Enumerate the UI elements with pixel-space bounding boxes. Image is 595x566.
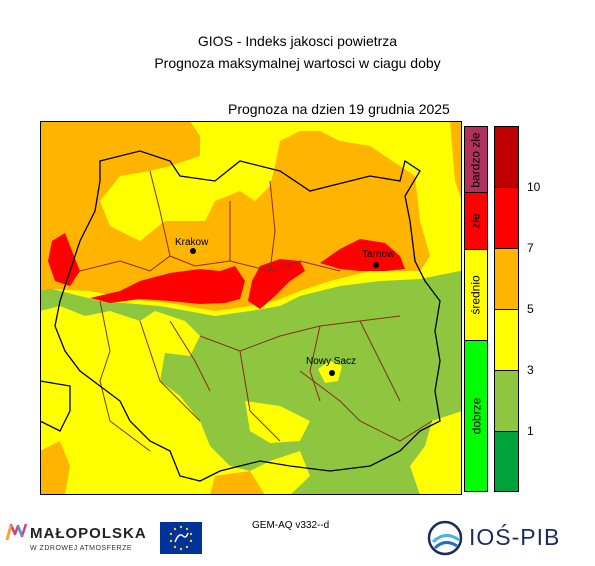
city-label-nowy-sacz: Nowy Sacz bbox=[306, 356, 356, 367]
tick-10: 10 bbox=[527, 180, 541, 194]
quality-legend: bardzo złe złe średnio dobrze bbox=[464, 126, 489, 492]
city-nowy-sacz: Nowy Sacz bbox=[306, 356, 356, 376]
map-subtitle: Prognoza maksymalnej wartosci w ciagu do… bbox=[154, 55, 441, 71]
province-border bbox=[40, 150, 441, 482]
tick-3: 3 bbox=[527, 363, 534, 377]
zone-sufficient-ne bbox=[450, 121, 462, 201]
index-segment-1 bbox=[494, 431, 519, 492]
ios-pib-logo-icon bbox=[427, 520, 463, 556]
zone-moderate-south2 bbox=[245, 401, 310, 443]
legend-very-bad-label: bardzo złe bbox=[469, 131, 483, 188]
zone-bad-tarnow bbox=[320, 239, 405, 271]
district-borders bbox=[79, 170, 433, 452]
city-tarnow: Tarnow bbox=[362, 249, 395, 268]
ios-pib-name: IOŚ-PIB bbox=[469, 524, 561, 550]
zone-moderate-south bbox=[40, 306, 310, 495]
legend-very-bad: bardzo złe bbox=[464, 126, 488, 193]
legend-bad: złe bbox=[464, 192, 488, 250]
zone-bad-east-center bbox=[248, 259, 305, 309]
legend-moderate-label: średnio bbox=[469, 275, 484, 315]
tick-1: 1 bbox=[527, 424, 534, 438]
zone-sufficient-bottom bbox=[40, 441, 70, 495]
zone-sufficient-bottom2 bbox=[210, 471, 265, 495]
legend-good: dobrze bbox=[464, 340, 488, 492]
index-segment-top bbox=[494, 126, 519, 188]
city-krakow: Krakow bbox=[175, 237, 209, 254]
tick-7: 7 bbox=[527, 241, 534, 255]
index-segment-10 bbox=[494, 187, 519, 249]
malopolska-name: MAŁOPOLSKA bbox=[30, 525, 147, 542]
zone-moderate-se bbox=[410, 411, 462, 495]
model-label: GEM-AQ v332--d bbox=[252, 520, 330, 531]
legend-moderate: średnio bbox=[464, 249, 488, 341]
index-segment-3 bbox=[494, 370, 519, 432]
city-label-tarnow: Tarnow bbox=[362, 249, 395, 260]
zone-bad-west bbox=[48, 233, 80, 286]
eu-life-logo bbox=[160, 522, 202, 554]
legend-bad-label: złe bbox=[469, 213, 483, 229]
malopolska-logo-icon bbox=[6, 523, 28, 541]
map-title: GIOS - Indeks jakosci powietrza bbox=[197, 33, 398, 49]
index-segment-5 bbox=[494, 309, 519, 371]
index-colorbar bbox=[494, 126, 519, 492]
forecast-date: Prognoza na dzien 19 grudnia 2025 bbox=[228, 101, 450, 117]
malopolska-tagline: W ZDROWEJ ATMOSFERZE bbox=[30, 545, 133, 552]
city-label-krakow: Krakow bbox=[175, 237, 209, 248]
tick-5: 5 bbox=[527, 302, 534, 316]
index-segment-7 bbox=[494, 248, 519, 310]
legend-good-label: dobrze bbox=[469, 397, 484, 435]
zone-bad-center bbox=[90, 266, 245, 304]
forecast-map: Krakow Tarnow Nowy Sacz bbox=[40, 121, 462, 495]
